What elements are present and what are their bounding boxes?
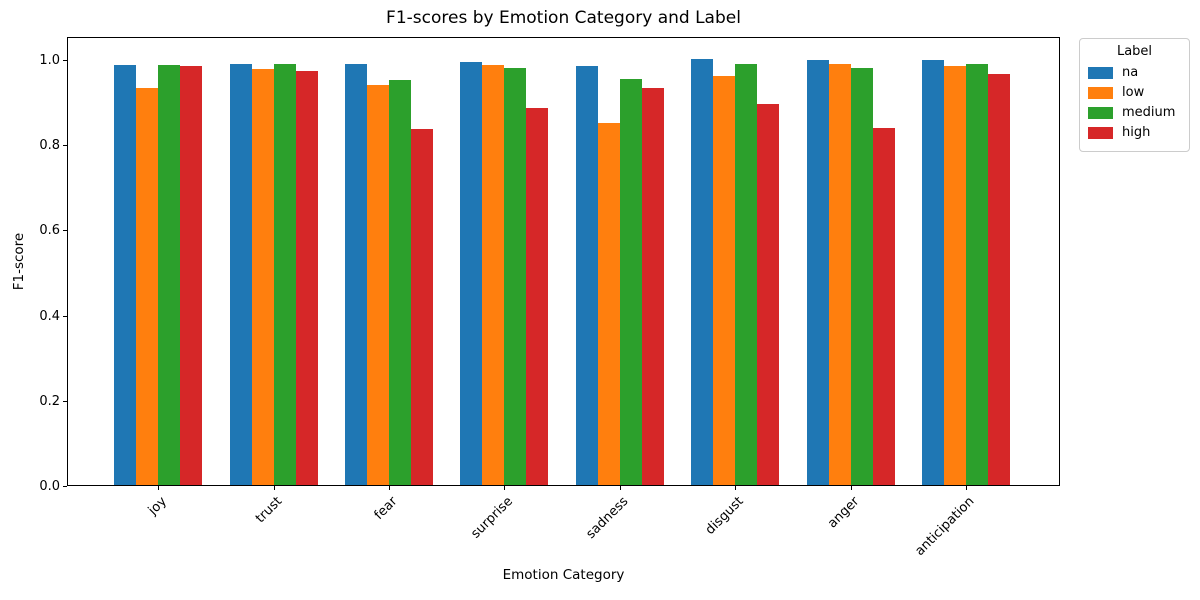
bar-fear-medium	[389, 80, 411, 485]
x-axis-label: Emotion Category	[502, 567, 625, 583]
legend-entry-high: high	[1088, 123, 1181, 143]
bar-trust-medium	[274, 64, 296, 485]
bar-anger-na	[807, 60, 829, 485]
legend-swatch-na	[1088, 67, 1113, 79]
x-tick-label-anticipation: anticipation	[912, 494, 978, 559]
bar-surprise-low	[482, 65, 504, 485]
y-tick-mark	[63, 401, 67, 402]
y-axis-label: F1-score	[11, 232, 27, 291]
x-tick-mark	[966, 486, 967, 490]
y-tick-label: 0.6	[39, 223, 60, 238]
legend-swatch-medium	[1088, 107, 1113, 119]
bar-surprise-na	[460, 62, 482, 485]
bar-anticipation-na	[922, 60, 944, 485]
legend-entries: na low medium high	[1088, 63, 1181, 143]
bar-surprise-high	[526, 108, 548, 485]
y-tick-mark	[63, 316, 67, 317]
bar-disgust-high	[757, 104, 779, 485]
bar-sadness-low	[598, 123, 620, 485]
bar-anger-low	[829, 64, 851, 485]
y-tick-label: 1.0	[39, 53, 60, 68]
x-tick-mark	[851, 486, 852, 490]
bar-fear-high	[411, 129, 433, 485]
bar-sadness-medium	[620, 79, 642, 485]
x-tick-mark	[389, 486, 390, 490]
bar-anticipation-low	[944, 66, 966, 485]
bar-anticipation-high	[988, 74, 1010, 485]
legend-swatch-high	[1088, 127, 1113, 139]
x-tick-label-anger: anger	[825, 494, 863, 532]
bar-disgust-na	[691, 59, 713, 485]
x-tick-mark	[158, 486, 159, 490]
x-tick-mark	[620, 486, 621, 490]
chart-title: F1-scores by Emotion Category and Label	[386, 8, 741, 28]
legend-entry-label: high	[1122, 125, 1151, 140]
y-tick-label: 0.8	[39, 138, 60, 153]
bar-joy-na	[114, 65, 136, 485]
x-tick-label-joy: joy	[145, 494, 170, 519]
legend-entry-medium: medium	[1088, 103, 1181, 123]
legend-entry-low: low	[1088, 83, 1181, 103]
bar-trust-high	[296, 71, 318, 485]
x-tick-mark	[274, 486, 275, 490]
x-tick-mark	[735, 486, 736, 490]
y-tick-label: 0.4	[39, 309, 60, 324]
bar-joy-medium	[158, 65, 180, 485]
y-tick-mark	[63, 486, 67, 487]
legend-entry-label: na	[1122, 65, 1139, 80]
y-tick-mark	[63, 60, 67, 61]
y-tick-mark	[63, 145, 67, 146]
bar-anger-medium	[851, 68, 873, 485]
bar-fear-na	[345, 64, 367, 485]
bar-fear-low	[367, 85, 389, 485]
bar-trust-low	[252, 69, 274, 485]
x-tick-mark	[504, 486, 505, 490]
legend: Label na low medium high	[1079, 38, 1190, 152]
legend-entry-label: low	[1122, 85, 1145, 100]
bar-joy-low	[136, 88, 158, 485]
bar-surprise-medium	[504, 68, 526, 485]
bar-sadness-na	[576, 66, 598, 485]
legend-swatch-low	[1088, 87, 1113, 99]
x-tick-label-fear: fear	[371, 494, 401, 523]
bar-sadness-high	[642, 88, 664, 485]
x-tick-label-sadness: sadness	[583, 494, 632, 542]
bar-disgust-low	[713, 76, 735, 485]
x-tick-label-disgust: disgust	[702, 494, 747, 538]
y-tick-mark	[63, 230, 67, 231]
bar-anticipation-medium	[966, 64, 988, 485]
plot-area: 0.0 0.2 0.4 0.6 0.8 1.0 joy trust fear surprise sa…	[39, 37, 1060, 559]
legend-entry-label: medium	[1122, 105, 1176, 120]
bar-trust-na	[230, 64, 252, 485]
bar-disgust-medium	[735, 64, 757, 485]
x-tick-label-surprise: surprise	[467, 494, 516, 542]
y-tick-label: 0.2	[39, 394, 60, 409]
x-tick-label-trust: trust	[253, 494, 286, 527]
legend-entry-na: na	[1088, 63, 1181, 83]
bar-anger-high	[873, 128, 895, 485]
legend-title: Label	[1116, 44, 1153, 59]
bar-joy-high	[180, 66, 202, 485]
y-tick-label: 0.0	[39, 479, 60, 494]
